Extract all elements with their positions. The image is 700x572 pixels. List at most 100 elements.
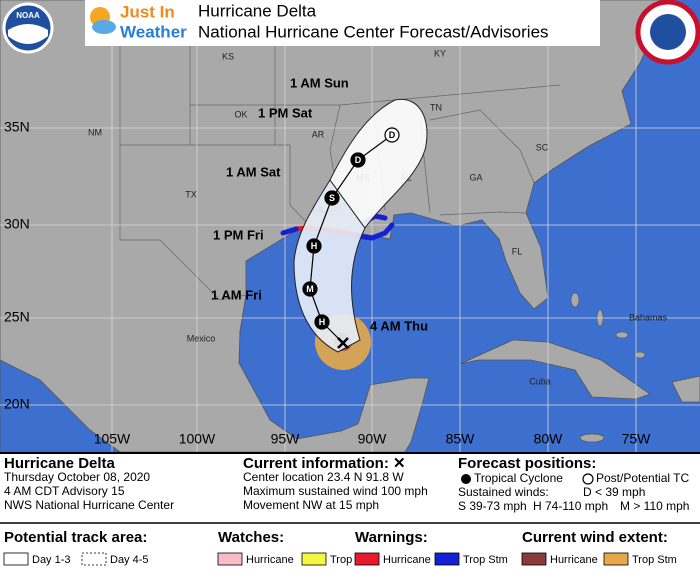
lat-label: 30N bbox=[4, 216, 30, 232]
forecast-points: H M 1 AM Fri H 1 PM Fri S 1 AM Sat D 1 PM Sat D 1 … bbox=[211, 75, 428, 333]
legend-swatch bbox=[3, 552, 29, 566]
current-time: 4 AM Thu bbox=[370, 318, 428, 333]
info-panel bbox=[0, 452, 700, 572]
lat-label: 20N bbox=[4, 396, 30, 412]
lat-label: 35N bbox=[4, 119, 30, 135]
legend-heading: Potential track area: bbox=[4, 529, 147, 546]
lon-label: 100W bbox=[179, 431, 216, 447]
forecast-time: 1 AM Sun bbox=[290, 75, 349, 90]
header-subtitle: National Hurricane Center Forecast/Advis… bbox=[198, 22, 549, 41]
place-label: TN bbox=[430, 102, 442, 112]
forecast-item: Post/Potential TC bbox=[596, 471, 689, 485]
storm-name: Hurricane Delta bbox=[4, 455, 116, 472]
graticule: 35N 30N 25N 20N 105W 100W 95W 90W 85W 80W 75W KS KY O… bbox=[0, 46, 700, 452]
brand: Just In bbox=[120, 2, 175, 21]
forecast-item: D < 39 mph bbox=[583, 485, 645, 499]
cone-day-1-3 bbox=[293, 179, 366, 353]
current-line: Center location 23.4 N 91.8 W bbox=[243, 470, 404, 484]
place-label: TX bbox=[185, 189, 197, 199]
legend-swatch bbox=[81, 552, 107, 566]
cone-day-4-5 bbox=[329, 98, 428, 229]
place-label: KY bbox=[434, 48, 446, 58]
lon-label: 75W bbox=[622, 431, 652, 447]
forecast-point bbox=[306, 238, 322, 254]
forecast-heading: Forecast positions: bbox=[458, 455, 596, 472]
forecast-code: H bbox=[319, 317, 326, 327]
place-label: NM bbox=[88, 127, 102, 137]
place-label: Cuba bbox=[529, 376, 551, 386]
place-label: FL bbox=[512, 246, 523, 256]
lon-label: 90W bbox=[358, 431, 388, 447]
forecast-item: H 74-110 mph bbox=[533, 499, 608, 513]
bahamas bbox=[570, 292, 646, 359]
current-line: Maximum sustained wind 100 mph bbox=[243, 484, 428, 498]
forecast-point bbox=[384, 127, 400, 143]
brand: Weather bbox=[120, 22, 187, 41]
forecast-point bbox=[302, 281, 318, 297]
forecast-item: S 39-73 mph bbox=[458, 499, 527, 513]
place-label: Bahamas bbox=[629, 312, 668, 322]
header-box bbox=[85, 0, 600, 46]
lat-label: 25N bbox=[4, 309, 30, 325]
legend-heading: Warnings: bbox=[355, 529, 428, 546]
legend-swatch bbox=[301, 552, 327, 566]
current-heading: Current information: ✕ bbox=[243, 455, 406, 472]
forecast-point bbox=[314, 314, 330, 330]
legend-item: Hurricane bbox=[383, 554, 431, 566]
legend-swatch bbox=[521, 552, 547, 566]
current-marker bbox=[337, 337, 349, 349]
forecast-code: M bbox=[306, 284, 314, 294]
place-label: KS bbox=[222, 51, 234, 61]
legend-heading: Current wind extent: bbox=[522, 529, 668, 546]
forecast-code: D bbox=[389, 130, 396, 140]
legend-item: Hurricane bbox=[550, 554, 598, 566]
legend-item: Trop Stm bbox=[632, 554, 677, 566]
hispaniola bbox=[671, 375, 700, 403]
legend-item: Hurricane bbox=[246, 554, 294, 566]
storm-line: NWS National Hurricane Center bbox=[4, 498, 174, 512]
forecast-time: 1 PM Sat bbox=[258, 105, 313, 120]
lon-label: 85W bbox=[446, 431, 476, 447]
nws-logo-center bbox=[650, 14, 686, 50]
noaa-logo-gull bbox=[8, 24, 48, 44]
forecast-code: D bbox=[355, 155, 362, 165]
post-symbol bbox=[582, 473, 594, 485]
place-label: Mexico bbox=[187, 333, 216, 343]
place-label: SC bbox=[536, 142, 549, 152]
place-label: GA bbox=[469, 172, 482, 182]
brand-cloud bbox=[92, 20, 116, 34]
legend-swatch bbox=[354, 552, 380, 566]
current-line: Movement NW at 15 mph bbox=[243, 498, 379, 512]
forecast-item: Tropical Cyclone bbox=[474, 471, 563, 485]
forecast-time: 1 PM Fri bbox=[213, 227, 264, 242]
jamaica bbox=[579, 433, 605, 443]
forecast-point bbox=[324, 190, 340, 206]
legend-item: Day 4-5 bbox=[110, 554, 149, 566]
forecast-code: S bbox=[329, 193, 335, 203]
legend-item: Day 1-3 bbox=[32, 554, 71, 566]
place-label: AR bbox=[312, 129, 325, 139]
noaa-logo-text: NOAA bbox=[16, 11, 40, 20]
legend-swatch bbox=[217, 552, 243, 566]
forecast-item: Sustained winds: bbox=[458, 485, 549, 499]
legend-swatch bbox=[434, 552, 460, 566]
place-label: OK bbox=[234, 109, 247, 119]
forecast-item: M > 110 mph bbox=[620, 499, 689, 513]
storm-line: Thursday October 08, 2020 bbox=[4, 470, 150, 484]
lon-label: 80W bbox=[534, 431, 564, 447]
pacific bbox=[0, 359, 122, 453]
lon-label: 95W bbox=[271, 431, 301, 447]
forecast-point bbox=[350, 152, 366, 168]
storm-line: 4 AM CDT Advisory 15 bbox=[4, 484, 125, 498]
legend-swatch bbox=[603, 552, 629, 566]
header-title: Hurricane Delta bbox=[198, 1, 317, 20]
forecast-time: 1 AM Sat bbox=[226, 164, 281, 179]
forecast-time: 1 AM Fri bbox=[211, 287, 262, 302]
lon-label: 105W bbox=[94, 431, 131, 447]
legend-item: Trop Stm bbox=[463, 554, 508, 566]
legend-heading: Watches: bbox=[218, 529, 284, 546]
forecast-code: H bbox=[311, 241, 318, 251]
tc-symbol bbox=[461, 474, 471, 484]
